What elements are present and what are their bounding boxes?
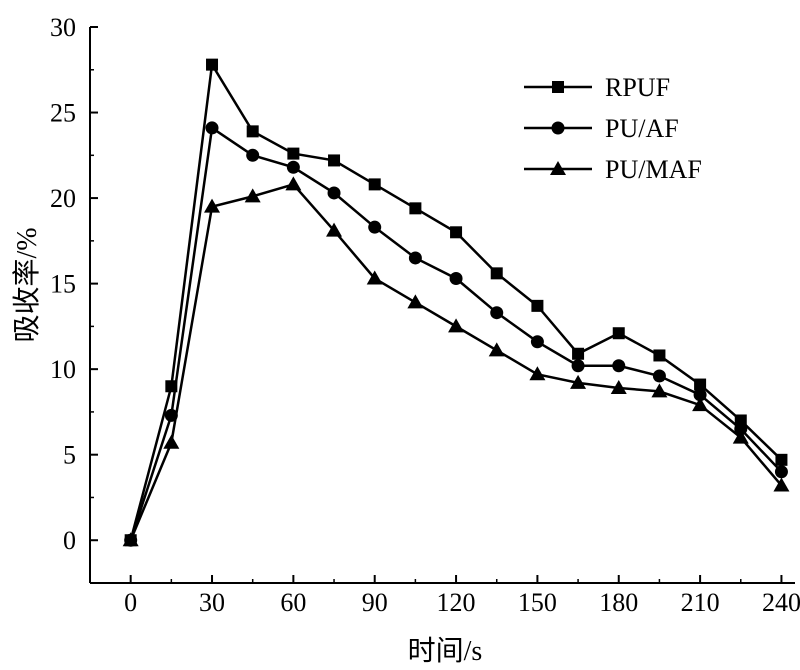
data-point-pu-af [490,306,504,320]
data-point-pu-af [246,148,260,162]
data-point-pu-maf [651,383,668,398]
legend-label-pu-af: PU/AF [605,114,679,143]
data-point-pu-af [368,220,382,234]
data-point-pu-maf [204,198,221,213]
data-point-pu-maf [773,477,790,492]
x-tick-label: 30 [199,588,225,617]
x-tick-label: 0 [124,588,137,617]
y-tick-label: 10 [50,355,76,384]
data-point-pu-af [693,388,707,402]
data-point-pu-maf [285,176,302,191]
data-point-pu-af [612,359,626,373]
data-point-rpuf [775,453,788,466]
y-tick-label: 30 [50,13,76,42]
data-point-pu-af [205,121,219,135]
data-point-pu-maf [529,366,546,381]
legend-label-pu-maf: PU/MAF [605,155,702,184]
data-point-rpuf [206,58,219,71]
legend-label-rpuf: RPUF [605,73,670,102]
y-tick-label: 15 [50,270,76,299]
data-point-pu-af [652,369,666,383]
data-point-rpuf [450,226,463,239]
y-tick-label: 20 [50,184,76,213]
series-pu-af [124,121,788,547]
data-point-pu-af [734,422,748,436]
data-point-pu-maf [692,397,709,412]
data-point-pu-maf [122,532,139,547]
legend: RPUF PU/AF PU/MAF [524,73,702,184]
data-point-pu-af [571,359,585,373]
legend-marker-pu-af [551,121,565,135]
legend-marker-rpuf [552,81,564,93]
data-point-rpuf [246,125,259,138]
series-line-rpuf [129,60,783,541]
x-tick-label: 90 [362,588,388,617]
data-point-pu-maf [163,434,180,449]
x-tick-label: 60 [280,588,306,617]
data-point-rpuf [694,378,707,391]
data-point-pu-maf [570,374,587,389]
data-point-pu-maf [326,222,343,237]
legend-marker-pu-maf [550,161,566,175]
x-tick-label: 150 [518,588,557,617]
y-tick-label: 25 [50,99,76,128]
series-group [122,58,790,547]
x-tick-label: 210 [681,588,720,617]
data-point-pu-maf [732,429,749,444]
legend-item-pu-maf: PU/MAF [524,155,702,184]
data-point-rpuf [368,178,381,191]
data-point-rpuf [287,147,300,160]
series-pu-maf [122,176,790,547]
legend-item-rpuf: RPUF [524,73,670,102]
series-rpuf [124,58,788,547]
data-point-rpuf [409,202,422,215]
data-point-rpuf [531,299,544,312]
series-line-pu-af [129,125,783,541]
ticks: 0 5 10 15 20 25 30 0 30 60 90 120 150 180 210 240 [50,13,800,617]
data-point-rpuf [572,347,585,360]
data-point-pu-maf [407,294,424,309]
data-point-rpuf [653,349,666,362]
y-tick-label: 5 [63,441,76,470]
legend-item-pu-af: PU/AF [524,114,679,143]
x-tick-label: 120 [437,588,476,617]
data-point-pu-af [408,251,422,265]
data-point-pu-af [327,186,341,200]
data-point-pu-maf [448,318,465,333]
x-tick-label: 180 [599,588,638,617]
data-point-pu-af [286,160,300,174]
x-tick-label: 240 [762,588,800,617]
data-point-pu-maf [610,379,627,394]
axes [89,27,795,584]
data-point-rpuf [490,267,503,280]
data-point-pu-maf [366,270,383,285]
y-axis-title: 吸收率/% [11,227,43,342]
data-point-rpuf [328,154,341,167]
data-point-pu-af [530,335,544,349]
data-point-rpuf [612,327,625,340]
x-axis-title: 时间/s [408,635,483,667]
data-point-pu-af [449,271,463,285]
data-point-pu-maf [488,342,505,357]
data-point-pu-af [774,465,788,479]
y-tick-label: 0 [63,526,76,555]
data-point-pu-maf [244,188,261,203]
